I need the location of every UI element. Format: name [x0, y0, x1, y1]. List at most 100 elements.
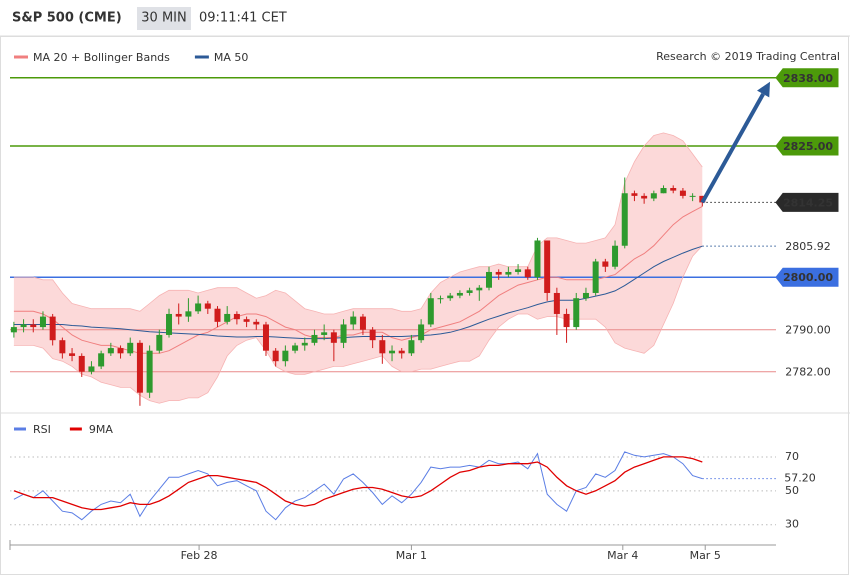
legend-label: MA 20 + Bollinger Bands [33, 51, 170, 64]
candle-body [59, 340, 66, 354]
candle-body [49, 316, 56, 341]
candle-body [301, 342, 308, 346]
x-tick-label: Feb 28 [181, 549, 218, 562]
candle-body [166, 313, 173, 335]
candle-body [427, 298, 434, 325]
candle-body [117, 348, 124, 354]
candle-body [127, 342, 134, 354]
candle-body [175, 313, 182, 317]
candle-body [214, 308, 221, 322]
candle-body [408, 340, 415, 354]
bollinger-upper [13, 132, 703, 315]
x-tick-label: Mar 5 [690, 549, 721, 562]
level-tag [775, 192, 839, 212]
time: 09:11:41 CET [199, 11, 287, 26]
candle-body [78, 355, 85, 372]
candle-body [602, 261, 609, 267]
candle-body [107, 348, 114, 354]
candle-body [98, 353, 105, 367]
candle-body [563, 313, 570, 328]
candle-body [456, 292, 463, 296]
candle-body [437, 298, 444, 300]
candle-body [204, 303, 211, 309]
candle-body [253, 321, 260, 325]
level-label: 2814.25 [783, 196, 833, 209]
candle-body [146, 350, 153, 393]
candle-body [631, 193, 638, 196]
indicator-line [13, 451, 703, 521]
candle-body [136, 342, 143, 393]
candle-body [282, 350, 289, 362]
legend-label: RSI [33, 423, 51, 436]
frame [0, 36, 849, 575]
candle-body [495, 271, 502, 275]
level-label: 2805.92 [785, 240, 831, 253]
candle-body [612, 245, 619, 267]
legend-label: MA 50 [214, 51, 249, 64]
candle-body [389, 350, 396, 354]
level-label: 2790.00 [785, 324, 831, 337]
candle-body [379, 340, 386, 354]
level-tag [776, 320, 838, 339]
candle-body [524, 269, 531, 278]
y-tick-label: 30 [785, 518, 799, 531]
source: Research © 2019 Trading Central [656, 50, 840, 63]
forecast-arrow [700, 93, 765, 204]
candle-body [224, 313, 231, 322]
candle-body [30, 324, 37, 328]
candle-body [359, 316, 366, 330]
candle-body [592, 261, 599, 293]
level-tag [775, 68, 839, 88]
x-tick-label: Mar 4 [607, 549, 638, 562]
candle-body [582, 292, 589, 299]
bollinger-lower [13, 245, 703, 404]
level-label: 2800.00 [783, 271, 833, 284]
candle-body [534, 240, 541, 278]
candle-body [485, 271, 492, 288]
candle-body [679, 190, 686, 196]
candle-body [447, 295, 454, 299]
candle-body [233, 313, 240, 320]
candle-body [195, 303, 202, 312]
level-tag [775, 136, 839, 156]
candle-body [69, 353, 76, 356]
level-label: 2825.00 [783, 140, 833, 153]
candle-body [621, 193, 628, 246]
candle-body [660, 188, 667, 194]
candle-body [505, 271, 512, 275]
candle-body [39, 316, 46, 328]
candle-body [156, 334, 163, 351]
legend-label: 9MA [89, 423, 113, 436]
level-tag [776, 362, 838, 381]
candle-body [262, 324, 269, 351]
interval-badge [137, 7, 191, 30]
candle-body [340, 324, 347, 343]
x-tick-label: Mar 1 [396, 549, 427, 562]
candle-body [350, 316, 357, 325]
candle-body [650, 193, 657, 199]
forecast-arrowhead [757, 81, 770, 98]
interval: 30 MIN [141, 11, 186, 26]
y-tick-label: 50 [785, 484, 799, 497]
candle-body [311, 334, 318, 343]
candle-body [243, 319, 250, 322]
candle-body [641, 195, 648, 199]
last-value-label: 57.20 [784, 472, 816, 485]
candle-body [321, 332, 328, 335]
candle-body [398, 350, 405, 354]
level-tag [775, 267, 839, 287]
candle-body [185, 311, 192, 317]
candle-body [466, 290, 473, 293]
candle-body [476, 287, 483, 291]
y-tick-label: 70 [785, 450, 799, 463]
candle-body [544, 240, 551, 293]
candle-body [10, 327, 17, 333]
candle-body [88, 366, 95, 372]
level-label: 2838.00 [783, 72, 833, 85]
bollinger-band [13, 132, 703, 404]
candle-body [573, 298, 580, 328]
candle-body [369, 329, 376, 341]
candle-body [292, 345, 299, 351]
